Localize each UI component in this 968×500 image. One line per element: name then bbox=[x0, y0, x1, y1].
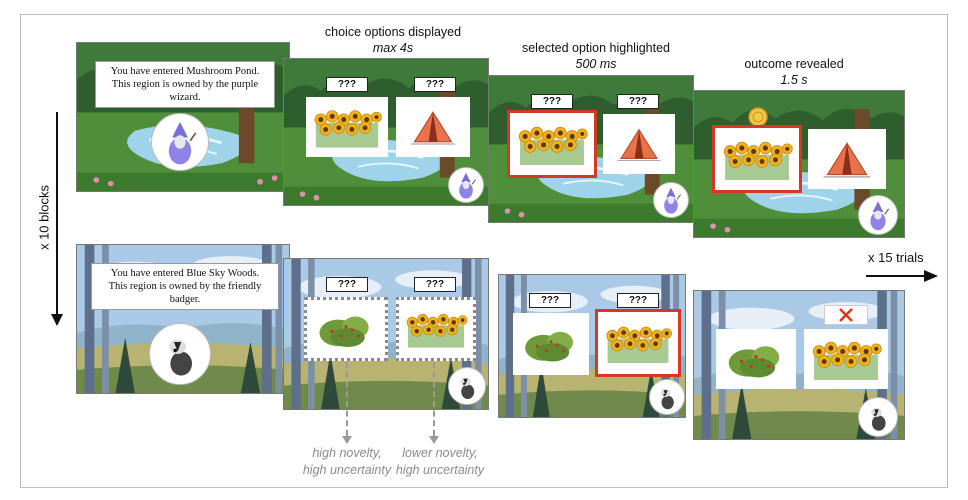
option-card-right[interactable] bbox=[804, 329, 888, 389]
note-line: high novelty, bbox=[312, 446, 382, 460]
sunflower-field-icon bbox=[723, 141, 793, 181]
stage-title-outcome: outcome revealed 1.5 s bbox=[712, 56, 876, 88]
stage-time-text: max 4s bbox=[372, 41, 414, 55]
option-card-left-selected[interactable] bbox=[507, 110, 597, 178]
sunflower-field-icon bbox=[812, 341, 882, 381]
wizard-icon bbox=[151, 113, 209, 171]
stage-title-text: choice options displayed bbox=[324, 25, 462, 39]
note-line: lower novelty, bbox=[402, 446, 478, 460]
tent-icon bbox=[410, 111, 456, 145]
gold-coin-icon bbox=[748, 107, 768, 127]
option-card-left[interactable] bbox=[306, 97, 388, 157]
wizard-icon bbox=[448, 167, 484, 203]
row1-choice-panel: ??? ??? bbox=[283, 58, 489, 206]
option-card-left-novel[interactable] bbox=[304, 297, 388, 361]
badger-icon bbox=[149, 323, 211, 385]
row1-region-intro-panel: You have entered Mushroom Pond. This reg… bbox=[76, 42, 290, 192]
wizard-icon bbox=[653, 182, 689, 218]
berry-bush-icon bbox=[319, 316, 369, 347]
row2-selected-panel: ??? ??? bbox=[498, 274, 686, 418]
stage-time-text: 1.5 s bbox=[780, 73, 808, 87]
trials-arrow bbox=[866, 270, 938, 282]
sunflower-field-icon bbox=[314, 110, 382, 148]
blocks-label: x 10 blocks bbox=[36, 184, 52, 251]
sunflower-field-icon bbox=[518, 126, 588, 166]
stage-title-choice: choice options displayed max 4s bbox=[300, 24, 486, 56]
region-message-line2: This region is owned by the purple wizar… bbox=[111, 79, 259, 103]
option-card-right[interactable] bbox=[603, 114, 675, 174]
row1-selected-panel: ??? ??? bbox=[488, 75, 694, 223]
unknown-label: ??? bbox=[326, 77, 368, 92]
sunflower-field-icon bbox=[406, 313, 468, 348]
row2-choice-panel: ??? ??? bbox=[283, 258, 489, 410]
region-message: You have entered Mushroom Pond. This reg… bbox=[95, 61, 275, 108]
figure-frame bbox=[20, 14, 948, 488]
novelty-arrow-right bbox=[429, 362, 439, 444]
tent-icon bbox=[823, 142, 871, 178]
tent-icon bbox=[616, 129, 662, 162]
unknown-label: ??? bbox=[326, 277, 368, 292]
region-message: You have entered Blue Sky Woods. This re… bbox=[91, 263, 279, 310]
option-card-left[interactable] bbox=[513, 313, 589, 375]
option-card-right[interactable] bbox=[808, 129, 886, 189]
stage-title-text: outcome revealed bbox=[744, 57, 844, 71]
row2-region-intro-panel: You have entered Blue Sky Woods. This re… bbox=[76, 244, 290, 394]
blocks-arrow bbox=[51, 112, 63, 326]
stage-title-selected: selected option highlighted 500 ms bbox=[498, 40, 694, 72]
unknown-label: ??? bbox=[529, 293, 571, 308]
badger-icon bbox=[448, 367, 486, 405]
unknown-label: ??? bbox=[531, 94, 573, 109]
note-lower-novelty: lower novelty, high uncertainty bbox=[376, 445, 504, 479]
row2-outcome-panel bbox=[693, 290, 905, 440]
option-card-right[interactable] bbox=[396, 97, 470, 157]
unknown-label: ??? bbox=[617, 94, 659, 109]
red-x-icon bbox=[824, 305, 868, 325]
sunflower-field-icon bbox=[606, 326, 672, 364]
unknown-label: ??? bbox=[414, 277, 456, 292]
option-card-right-familiar[interactable] bbox=[396, 297, 476, 361]
trials-label: x 15 trials bbox=[868, 250, 924, 265]
note-high-novelty: high novelty, high uncertainty bbox=[288, 445, 406, 479]
region-message-line1: You have entered Mushroom Pond. bbox=[110, 66, 260, 77]
wizard-icon bbox=[858, 195, 898, 235]
note-line: high uncertainty bbox=[302, 463, 392, 477]
option-card-right-selected[interactable] bbox=[595, 309, 681, 377]
unknown-label: ??? bbox=[414, 77, 456, 92]
option-card-left[interactable] bbox=[716, 329, 796, 389]
unknown-label: ??? bbox=[617, 293, 659, 308]
region-message-line1: You have entered Blue Sky Woods. bbox=[110, 268, 260, 279]
row1-outcome-panel bbox=[693, 90, 905, 238]
badger-icon bbox=[649, 379, 685, 415]
novelty-arrow-left bbox=[342, 362, 352, 444]
region-message-line2: This region is owned by the friendly bad… bbox=[108, 281, 262, 305]
berry-bush-icon bbox=[728, 346, 780, 378]
stage-time-text: 500 ms bbox=[575, 57, 617, 71]
note-line: high uncertainty bbox=[395, 463, 485, 477]
option-card-left-selected[interactable] bbox=[712, 125, 802, 193]
badger-icon bbox=[858, 397, 898, 437]
berry-bush-icon bbox=[525, 331, 574, 362]
stage-title-text: selected option highlighted bbox=[521, 41, 671, 55]
